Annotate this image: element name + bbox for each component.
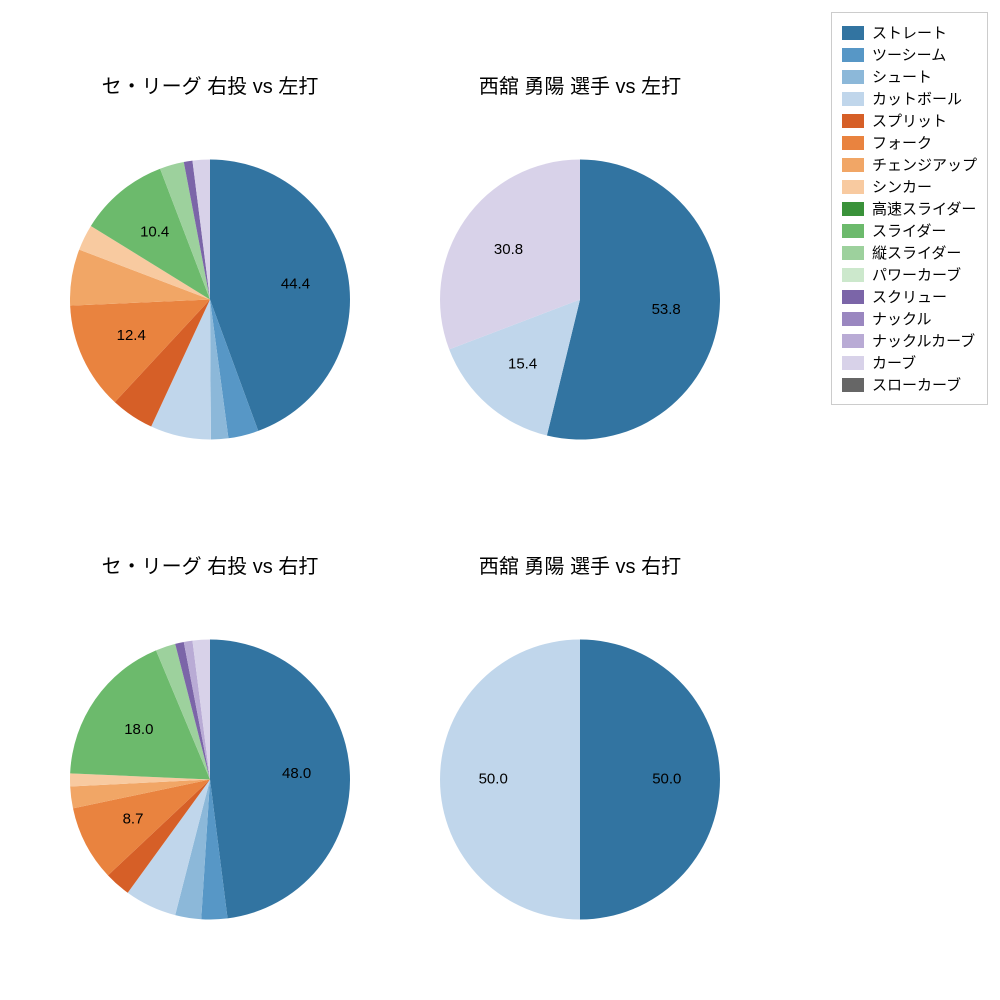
pie-slice [580, 640, 720, 920]
legend-label: シンカー [872, 176, 932, 197]
legend-label: チェンジアップ [872, 154, 977, 175]
slice-label: 30.8 [494, 241, 523, 258]
slice-label: 8.7 [123, 811, 144, 828]
slice-label: 50.0 [479, 770, 508, 787]
panel-title: セ・リーグ 右投 vs 左打 [30, 70, 390, 99]
legend-item: フォーク [842, 132, 977, 153]
legend-item: カットボール [842, 88, 977, 109]
legend-swatch [842, 224, 864, 238]
slice-label: 18.0 [124, 721, 153, 738]
legend-item: カーブ [842, 352, 977, 373]
legend-swatch [842, 136, 864, 150]
legend-swatch [842, 312, 864, 326]
legend-swatch [842, 202, 864, 216]
slice-label: 15.4 [508, 356, 537, 373]
legend-label: ナックル [872, 308, 932, 329]
slice-label: 44.4 [281, 275, 310, 292]
pie-slice [210, 640, 350, 919]
legend: ストレートツーシームシュートカットボールスプリットフォークチェンジアップシンカー… [831, 12, 988, 405]
legend-item: ナックルカーブ [842, 330, 977, 351]
chart-panel: セ・リーグ 右投 vs 左打 44.4 12.4 10.4 [30, 60, 390, 500]
legend-swatch [842, 356, 864, 370]
chart-panel: 西舘 勇陽 選手 vs 右打 50.0 50.0 [400, 540, 760, 980]
pie-slice [440, 640, 580, 920]
legend-swatch [842, 114, 864, 128]
legend-swatch [842, 158, 864, 172]
legend-label: スローカーブ [872, 374, 961, 395]
pie-wrap: 53.8 15.4 30.8 [440, 160, 720, 445]
pie-svg: 44.4 12.4 10.4 [70, 160, 350, 440]
legend-label: スライダー [872, 220, 946, 241]
legend-swatch [842, 70, 864, 84]
legend-label: スクリュー [872, 286, 947, 307]
legend-label: シュート [872, 66, 932, 87]
legend-item: ナックル [842, 308, 977, 329]
slice-label: 53.8 [652, 301, 681, 318]
legend-swatch [842, 334, 864, 348]
legend-item: ストレート [842, 22, 977, 43]
chart-grid: セ・リーグ 右投 vs 左打 44.4 12.4 10.4 西舘 勇陽 選手 vs 左打… [0, 0, 760, 1000]
legend-label: パワーカーブ [872, 264, 961, 285]
pie-svg: 50.0 50.0 [440, 640, 720, 920]
legend-item: 縦スライダー [842, 242, 977, 263]
legend-item: スクリュー [842, 286, 977, 307]
pie-wrap: 44.4 12.4 10.4 [70, 160, 350, 445]
legend-item: チェンジアップ [842, 154, 977, 175]
chart-panel: セ・リーグ 右投 vs 右打 48.0 8.7 18.0 [30, 540, 390, 980]
legend-label: ツーシーム [872, 44, 946, 65]
legend-item: 高速スライダー [842, 198, 977, 219]
panel-title: セ・リーグ 右投 vs 右打 [30, 550, 390, 579]
panel-title: 西舘 勇陽 選手 vs 左打 [400, 70, 760, 99]
legend-swatch [842, 290, 864, 304]
legend-label: カットボール [872, 88, 962, 109]
slice-label: 12.4 [117, 327, 146, 344]
legend-item: スプリット [842, 110, 977, 131]
legend-swatch [842, 48, 864, 62]
legend-swatch [842, 92, 864, 106]
pie-wrap: 50.0 50.0 [440, 640, 720, 925]
legend-swatch [842, 180, 864, 194]
legend-swatch [842, 246, 864, 260]
legend-label: ナックルカーブ [872, 330, 975, 351]
legend-item: ツーシーム [842, 44, 977, 65]
legend-item: シュート [842, 66, 977, 87]
legend-swatch [842, 26, 864, 40]
legend-item: スローカーブ [842, 374, 977, 395]
pie-wrap: 48.0 8.7 18.0 [70, 640, 350, 925]
legend-swatch [842, 378, 864, 392]
slice-label: 48.0 [282, 765, 311, 782]
slice-label: 10.4 [140, 224, 169, 241]
legend-item: パワーカーブ [842, 264, 977, 285]
pie-svg: 48.0 8.7 18.0 [70, 640, 350, 920]
legend-label: ストレート [872, 22, 947, 43]
legend-item: シンカー [842, 176, 977, 197]
chart-panel: 西舘 勇陽 選手 vs 左打 53.8 15.4 30.8 [400, 60, 760, 500]
slice-label: 50.0 [652, 770, 681, 787]
legend-label: 高速スライダー [872, 198, 976, 219]
legend-label: スプリット [872, 110, 947, 131]
legend-label: カーブ [872, 352, 916, 373]
pie-svg: 53.8 15.4 30.8 [440, 160, 720, 440]
legend-label: フォーク [872, 132, 932, 153]
panel-title: 西舘 勇陽 選手 vs 右打 [400, 550, 760, 579]
legend-swatch [842, 268, 864, 282]
legend-label: 縦スライダー [872, 242, 961, 263]
legend-item: スライダー [842, 220, 977, 241]
